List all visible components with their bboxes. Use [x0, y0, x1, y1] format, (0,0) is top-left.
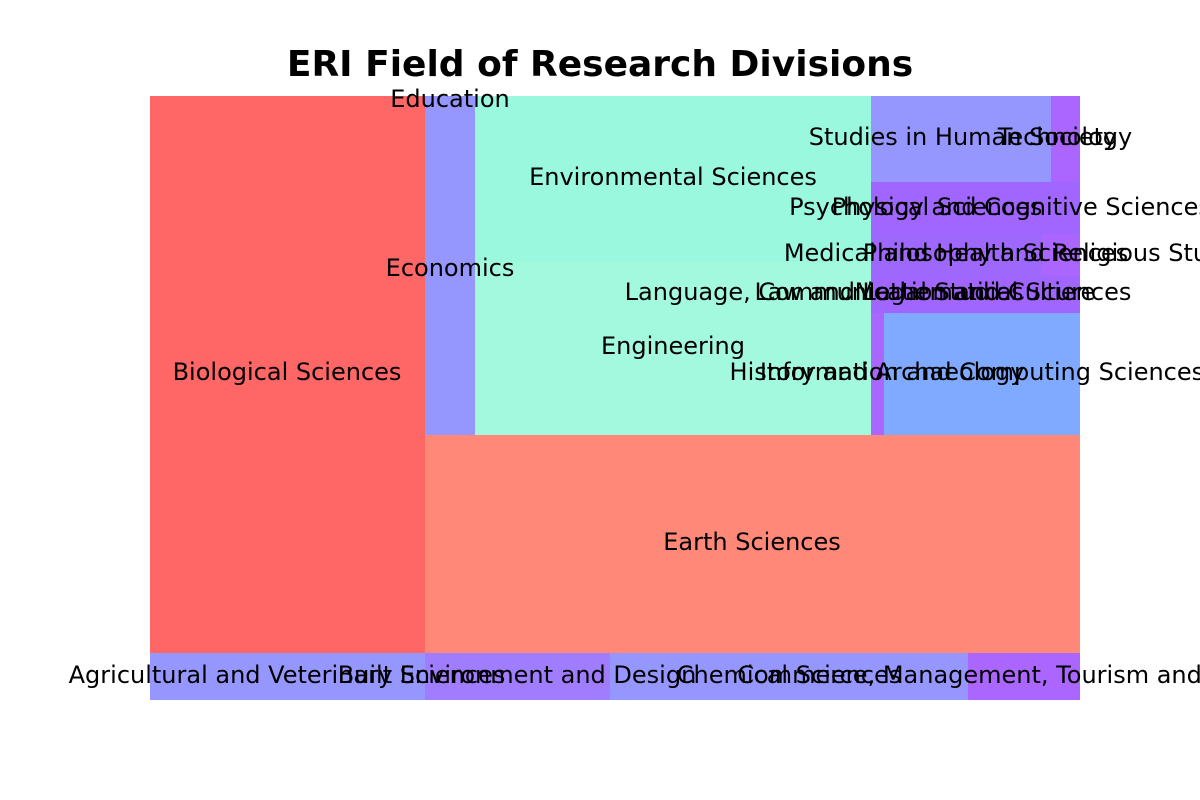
tiles-layer: [150, 96, 1080, 700]
tile-label-earth-sciences: Earth Sciences: [663, 528, 841, 556]
tile-economics: [425, 96, 475, 435]
tile-technology: [1051, 96, 1080, 182]
tile-chemical-sciences: [610, 653, 968, 700]
tile-label-chemical-sciences: Chemical Sciences: [677, 661, 902, 689]
tile-agricultural-and-veterinary-sciences: [150, 653, 425, 700]
tile-physical-sciences: [1001, 182, 1080, 234]
tile-label-economics: Economics: [386, 254, 515, 282]
tile-mathematical-sciences: [907, 276, 1080, 313]
tile-studies-in-human-society: [871, 96, 1051, 182]
tile-label-environmental-sciences: Environmental Sciences: [529, 163, 817, 191]
labels-layer: Biological Sciences Education Economics Env…: [69, 85, 1200, 689]
tile-earth-sciences: [425, 435, 1080, 653]
tile-medical-and-health-sciences: [871, 234, 1041, 276]
tile-label-medical-and-health-sciences: Medical and Health Sciences: [784, 239, 1128, 267]
tile-label-law-and-legal-studies: Law and Legal Studies: [754, 278, 1023, 306]
tile-label-education: Education: [390, 85, 509, 113]
tile-commerce-management-tourism-and-services: [968, 653, 1080, 700]
tile-label-agricultural-and-veterinary-sciences: Agricultural and Veterinary Sciences: [69, 661, 506, 689]
tile-label-philosophy-and-religious-studies: Philosophy and Religious Studies: [863, 239, 1200, 267]
tile-information-and-computing-sciences: [884, 313, 1080, 435]
tile-built-environment-and-design: [425, 653, 610, 700]
tile-environmental-sciences: [475, 96, 871, 262]
tile-law-and-legal-studies: [871, 276, 907, 313]
tile-label-history-and-archaeology: History and Archaeology: [730, 358, 1025, 386]
tile-label-language-communication-and-culture: Language, Communication and Culture: [625, 278, 1096, 306]
tile-history-and-archaeology: [871, 313, 884, 435]
tile-label-studies-in-human-society: Studies in Human Society: [809, 123, 1118, 151]
chart-title: ERI Field of Research Divisions: [286, 44, 914, 85]
tile-engineering: [475, 300, 871, 435]
tile-biological-sciences: [150, 96, 425, 653]
tile-label-information-and-computing-sciences: Information and Computing Sciences: [760, 358, 1200, 386]
tile-label-mathematical-sciences: Mathematical Sciences: [855, 278, 1132, 306]
tile-label-built-environment-and-design: Built Environment and Design: [338, 661, 697, 689]
tile-psychology-and-cognitive-sciences: [871, 182, 1001, 234]
tile-label-physical-sciences: Physical Sciences: [832, 193, 1043, 221]
tile-label-technology: Technology: [997, 123, 1132, 151]
tile-label-engineering: Engineering: [601, 332, 745, 360]
tile-philosophy-and-religious-studies: [1041, 234, 1080, 276]
tile-label-biological-sciences: Biological Sciences: [173, 358, 402, 386]
tile-label-commerce-management-tourism-and-services: Commerce, Management, Tourism and Servic…: [737, 661, 1200, 689]
tile-label-psychology-and-cognitive-sciences: Psychology and Cognitive Sciences: [789, 193, 1200, 221]
